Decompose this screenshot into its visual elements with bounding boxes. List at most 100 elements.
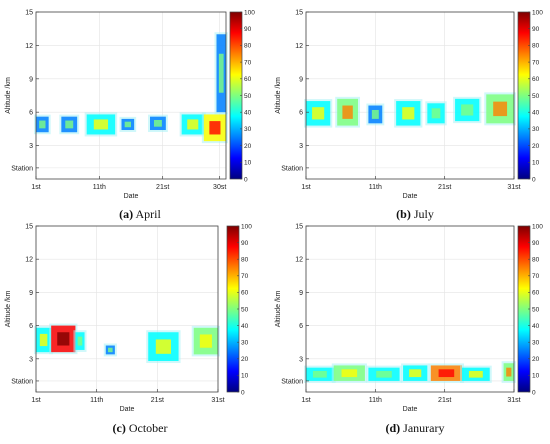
colorbar-tick-label: 40: [532, 323, 540, 330]
heatmap-region-core: [461, 104, 474, 116]
colorbar-tick-label: 80: [532, 43, 540, 50]
colorbar-tick-label: 60: [244, 76, 252, 83]
y-tick-label: 12: [25, 257, 33, 264]
colorbar-tick-label: 0: [244, 176, 248, 183]
colorbar-tick-label: 90: [532, 240, 540, 247]
caption-a: (a) April: [119, 207, 161, 221]
y-axis-label: Altitude /km: [5, 77, 12, 114]
colorbar-tick-label: 60: [532, 290, 540, 297]
heatmap-region-core: [341, 369, 358, 378]
colorbar-tick-label: 20: [532, 356, 540, 363]
x-tick-label: 11th: [369, 184, 382, 191]
colorbar-tick-label: 20: [241, 356, 249, 363]
y-tick-label: 9: [299, 290, 303, 297]
colorbar-tick-label: 10: [532, 373, 540, 380]
panel-july: Station 3 6 9 12 15 1st 11th 21st 31st Date Altitud…: [275, 9, 543, 200]
plot-area: [36, 12, 226, 179]
x-axis-label: Date: [403, 193, 418, 200]
heatmap-region-core: [431, 108, 441, 119]
colorbar-tick-label: 100: [244, 9, 255, 16]
y-tick-label: 3: [299, 143, 303, 150]
x-axis-label: Date: [403, 406, 418, 413]
x-axis-label: Date: [120, 406, 135, 413]
heatmap-region-core: [402, 107, 415, 120]
heatmap-region-core: [409, 369, 422, 378]
panel-january: Station 3 6 9 12 15 1st 11th 21st 31st Date Altitud…: [275, 223, 543, 413]
heatmap-region-core: [312, 370, 327, 378]
x-tick-label: 11th: [369, 397, 382, 404]
y-tick-label: 15: [25, 10, 33, 17]
y-tick-label: 12: [295, 257, 303, 264]
colorbar-tick-label: 60: [532, 76, 540, 83]
axes-frame: [35, 225, 219, 393]
heatmap-region-core: [65, 120, 74, 129]
heatmap-region-core: [218, 53, 224, 93]
y-tick-label: 15: [295, 224, 303, 231]
colorbar-tick-label: 40: [241, 323, 249, 330]
heatmap-region-core: [199, 334, 212, 348]
axes-frame: [35, 11, 227, 180]
colorbar-tick-label: 80: [241, 257, 249, 264]
heatmap-region-core: [209, 121, 221, 135]
colorbar-tick-label: 100: [241, 223, 252, 230]
heatmap-region-core: [39, 333, 48, 347]
heatmap-region-core: [312, 107, 325, 120]
colorbar-tick-label: 90: [532, 26, 540, 33]
x-tick-label: 31st: [211, 397, 224, 404]
heatmap-region-core: [371, 109, 379, 119]
colorbar-tick-label: 70: [244, 59, 252, 66]
x-tick-label: 1st: [301, 397, 310, 404]
colorbar-tick-label: 40: [532, 110, 540, 117]
y-tick-label: 3: [29, 356, 33, 363]
colorbar-tick-label: 40: [244, 110, 252, 117]
axes-frame: [305, 225, 515, 393]
y-tick-label: 6: [299, 110, 303, 117]
heatmap-region-core: [153, 119, 162, 127]
y-tick-label: 6: [299, 323, 303, 330]
x-tick-label: 21st: [438, 184, 451, 191]
x-tick-label: 11th: [93, 184, 106, 191]
x-tick-label: 1st: [31, 397, 40, 404]
x-tick-label: 21st: [438, 397, 451, 404]
x-axis-label: Date: [124, 193, 139, 200]
y-tick-label: 9: [29, 76, 33, 83]
colorbar-tick-label: 90: [244, 26, 252, 33]
colorbar-tick-label: 70: [532, 59, 540, 66]
y-tick-label: 6: [29, 323, 33, 330]
y-tick-label: 15: [25, 224, 33, 231]
heatmap-region-core: [108, 347, 113, 353]
colorbar-tick-label: 70: [241, 273, 249, 280]
colorbar-tick-label: 30: [532, 340, 540, 347]
x-tick-label: 31st: [507, 397, 520, 404]
caption-d: (d) Janurary: [386, 421, 445, 435]
x-tick-label: 21st: [156, 184, 169, 191]
colorbar-tick-label: 30: [244, 126, 252, 133]
colorbar-tick-label: 50: [244, 93, 252, 100]
heatmap-region-core: [155, 339, 171, 354]
caption-c: (c) October: [113, 421, 168, 435]
heatmap-region-core: [468, 370, 483, 378]
colorbar-tick-label: 0: [532, 176, 536, 183]
y-axis-label: Altitude /km: [5, 291, 12, 328]
colorbar-tick-label: 60: [241, 290, 249, 297]
colorbar-tick-label: 10: [244, 160, 252, 167]
heatmap-region-core: [187, 119, 199, 130]
heatmap-region-core: [376, 370, 392, 378]
x-tick-label: 11th: [90, 397, 103, 404]
colorbar-tick-label: 10: [532, 160, 540, 167]
heatmap-region-core: [39, 120, 46, 129]
x-tick-label: 1st: [31, 184, 40, 191]
y-tick-label: Station: [281, 378, 303, 385]
y-tick-label: 6: [29, 110, 33, 117]
colorbar-tick-label: 0: [532, 389, 536, 396]
heatmap-region-core: [506, 367, 512, 377]
y-tick-label: Station: [11, 165, 33, 172]
colorbar-tick-label: 30: [532, 126, 540, 133]
axes-frame: [305, 11, 515, 180]
heatmap-region-core: [57, 332, 70, 346]
heatmap-region-core: [124, 121, 131, 128]
panel-october: Station 3 6 9 12 15 1st 11th 21st 31st Date Altitud…: [5, 223, 252, 413]
heatmap-region-core: [493, 101, 508, 117]
caption-b: (b) July: [396, 207, 434, 221]
